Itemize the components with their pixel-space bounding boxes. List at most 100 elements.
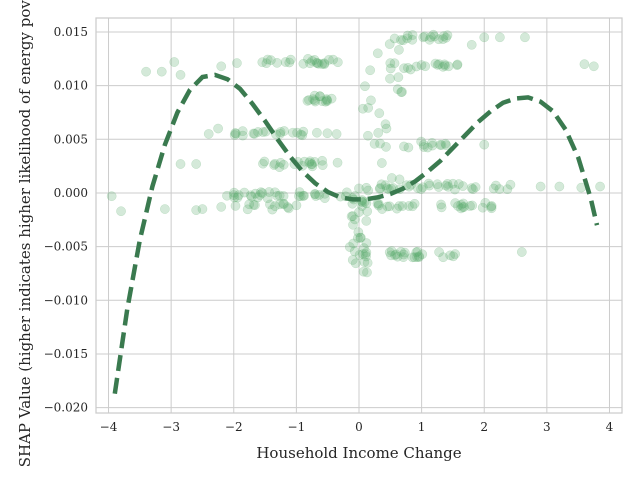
x-axis-label: Household Income Change (256, 444, 461, 462)
scatter-point (502, 184, 513, 195)
x-tick-label: 1 (418, 420, 426, 434)
scatter-point (448, 251, 459, 262)
scatter-point (411, 247, 422, 258)
scatter-point (445, 250, 456, 261)
scatter-point (440, 138, 451, 149)
scatter-point (288, 127, 298, 138)
scatter-point (262, 54, 273, 65)
scatter-point (275, 127, 286, 137)
scatter-point (467, 200, 478, 211)
scatter-point (317, 155, 328, 166)
scatter-point (239, 187, 250, 198)
scatter-point (381, 123, 392, 134)
scatter-point (358, 103, 368, 114)
scatter-point (350, 214, 360, 225)
scatter-point (347, 255, 358, 265)
scatter-point (416, 184, 426, 195)
x-tick-label: −3 (162, 420, 180, 434)
y-tick-label: 0.005 (54, 132, 88, 146)
scatter-point (294, 187, 305, 197)
scatter-point (380, 180, 391, 191)
scatter-point (480, 198, 491, 208)
scatter-point (389, 33, 400, 44)
scatter-point (373, 128, 384, 138)
scatter-point (466, 39, 477, 50)
scatter-point (376, 179, 387, 190)
scatter-point (324, 54, 334, 65)
scatter-point (309, 189, 320, 199)
scatter-point (295, 191, 306, 202)
y-tick-label: 0.015 (54, 25, 88, 39)
scatter-point (322, 95, 332, 105)
scatter-point (278, 198, 289, 209)
scatter-point (399, 247, 410, 258)
scatter-point (372, 48, 383, 59)
scatter-point (442, 30, 453, 41)
scatter-point (298, 126, 309, 137)
y-axis-label: SHAP Value (higher indicates higher like… (16, 0, 34, 467)
scatter-point (319, 193, 330, 203)
scatter-point (414, 252, 424, 263)
scatter-points (106, 29, 605, 278)
scatter-point (409, 252, 420, 263)
scatter-point (453, 179, 464, 189)
scatter-point (505, 179, 516, 190)
scatter-point (359, 257, 370, 267)
scatter-point (304, 95, 314, 105)
scatter-point (295, 129, 306, 140)
scatter-point (465, 201, 475, 211)
scatter-point (428, 29, 439, 40)
scatter-point (310, 96, 321, 107)
scatter-point (348, 238, 359, 249)
scatter-point (520, 32, 530, 43)
fitted-curve (112, 72, 600, 395)
grid-lines (96, 18, 622, 413)
scatter-point (404, 201, 414, 211)
scatter-point (438, 34, 448, 44)
scatter-point (441, 140, 452, 151)
scatter-point (452, 59, 463, 70)
scatter-point (405, 64, 416, 75)
scatter-point (270, 201, 280, 211)
scatter-point (435, 140, 446, 150)
scatter-point (245, 190, 256, 201)
scatter-point (169, 57, 180, 67)
scatter-point (141, 66, 151, 77)
scatter-point (424, 34, 435, 45)
scatter-point (278, 159, 289, 170)
scatter-point (554, 181, 565, 192)
scatter-point (412, 252, 423, 262)
scatter-point (360, 249, 371, 259)
scatter-point (432, 60, 443, 70)
scatter-point (392, 84, 403, 94)
scatter-point (374, 108, 385, 119)
scatter-point (384, 39, 395, 49)
scatter-point (359, 197, 370, 207)
scatter-point (456, 199, 466, 210)
scatter-point (394, 174, 405, 185)
scatter-point (244, 199, 255, 210)
scatter-point (242, 204, 253, 215)
x-tick-label: −2 (225, 420, 243, 434)
scatter-point (350, 258, 361, 269)
scatter-point (391, 249, 401, 260)
scatter-point (486, 201, 497, 211)
scatter-point (470, 182, 481, 192)
scatter-point (322, 128, 333, 139)
scatter-point (418, 32, 429, 43)
scatter-point (389, 58, 400, 69)
y-tick-label: −0.020 (44, 401, 88, 415)
scatter-point (317, 96, 328, 106)
scatter-point (272, 58, 282, 68)
x-tick-label: 0 (355, 420, 363, 434)
scatter-point (450, 198, 461, 208)
scatter-point (322, 96, 332, 106)
scatter-point (349, 246, 360, 257)
scatter-point (399, 63, 409, 74)
scatter-point (392, 251, 403, 262)
scatter-point (386, 250, 396, 261)
scatter-point (302, 96, 313, 106)
scatter-point (357, 201, 367, 211)
scatter-point (269, 160, 279, 170)
scatter-point (486, 203, 497, 214)
